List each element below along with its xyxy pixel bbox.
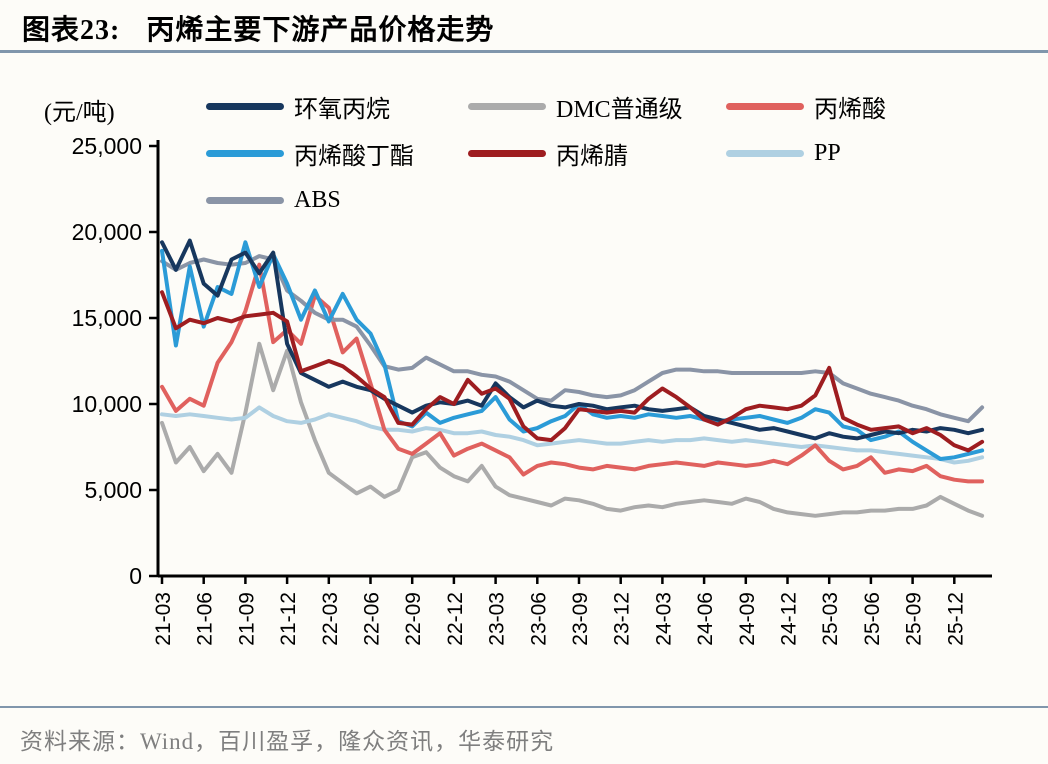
legend-item-PP[interactable]: PP: [726, 137, 886, 169]
legend-label: PP: [814, 139, 841, 166]
legend-item-丙烯酸丁酯[interactable]: 丙烯酸丁酯: [206, 137, 468, 170]
x-tick-label: 23-03: [486, 592, 509, 646]
series-line-PP: [160, 405, 985, 465]
y-tick-label: 25,000: [72, 133, 142, 159]
series-line-ABS: [160, 254, 985, 424]
figure-title-text: 丙烯主要下游产品价格走势: [146, 15, 495, 46]
legend-label: DMC普通级: [556, 96, 683, 123]
legend-swatch: [206, 196, 284, 204]
y-tick-label: 0: [129, 563, 142, 589]
series-line-丙烯腈: [160, 290, 985, 453]
legend-swatch: [206, 149, 284, 157]
y-tick-label: 15,000: [72, 305, 142, 331]
x-tick-label: 21-03: [152, 592, 175, 646]
x-tick-label: 25-12: [944, 592, 967, 646]
legend-label: 丙烯酸丁酯: [294, 143, 414, 170]
x-tick-label: 25-09: [903, 592, 926, 646]
price-line-chart: 0 5,000 10,000 15,000 20,000 25,000 21-03 21-06…: [72, 133, 992, 646]
legend-label: ABS: [294, 186, 341, 213]
legend-swatch: [206, 102, 284, 110]
x-tick-label: 25-06: [861, 592, 884, 646]
series-line-丙烯酸丁酯: [160, 240, 985, 461]
chart-legend: 环氧丙烷 DMC普通级 丙烯酸丙烯酸丁酯 丙烯腈 PP ABS: [206, 90, 886, 216]
x-tick-label: 22-03: [319, 592, 342, 646]
x-tick-label: 21-09: [235, 592, 258, 646]
x-tick-label: 22-09: [402, 592, 425, 646]
figure-title: 图表23: 丙烯主要下游产品价格走势: [22, 8, 494, 48]
x-tick-label: 23-12: [611, 592, 634, 646]
y-tick-label: 20,000: [72, 219, 142, 245]
legend-item-ABS[interactable]: ABS: [206, 184, 468, 216]
y-tick-label: 10,000: [72, 391, 142, 417]
y-tick-label: 5,000: [84, 477, 142, 503]
legend-label: 环氧丙烷: [294, 96, 390, 123]
x-tick-label: 23-09: [569, 592, 592, 646]
series-line-丙烯酸: [160, 262, 985, 484]
x-tick-label: 21-12: [277, 592, 300, 646]
legend-label: 丙烯腈: [556, 143, 628, 170]
title-divider: [0, 50, 1048, 53]
footer-divider: [0, 706, 1048, 708]
source-text: 资料来源：Wind，百川盈孚，隆众资讯，华泰研究: [20, 729, 555, 754]
legend-swatch: [468, 149, 546, 157]
legend-swatch: [468, 102, 546, 110]
x-tick-label: 22-12: [444, 592, 467, 646]
x-tick-label: 24-03: [652, 592, 675, 646]
x-tick-label: 24-09: [736, 592, 759, 646]
legend-label: 丙烯酸: [814, 96, 886, 123]
figure-number: 图表23:: [22, 15, 121, 46]
x-tick-label: 22-06: [361, 592, 384, 646]
legend-item-DMC普通级[interactable]: DMC普通级: [468, 90, 726, 123]
legend-item-环氧丙烷[interactable]: 环氧丙烷: [206, 90, 468, 123]
legend-swatch: [726, 102, 804, 110]
unit-label: (元/吨): [44, 100, 115, 126]
series-line-DMC普通级: [160, 341, 985, 518]
x-tick-label: 24-12: [778, 592, 801, 646]
legend-swatch: [726, 149, 804, 157]
x-tick-label: 24-06: [694, 592, 717, 646]
legend-item-丙烯酸[interactable]: 丙烯酸: [726, 90, 886, 123]
x-tick-label: 23-06: [527, 592, 550, 646]
legend-item-丙烯腈[interactable]: 丙烯腈: [468, 137, 726, 170]
x-tick-label: 25-03: [819, 592, 842, 646]
x-tick-label: 21-06: [194, 592, 217, 646]
